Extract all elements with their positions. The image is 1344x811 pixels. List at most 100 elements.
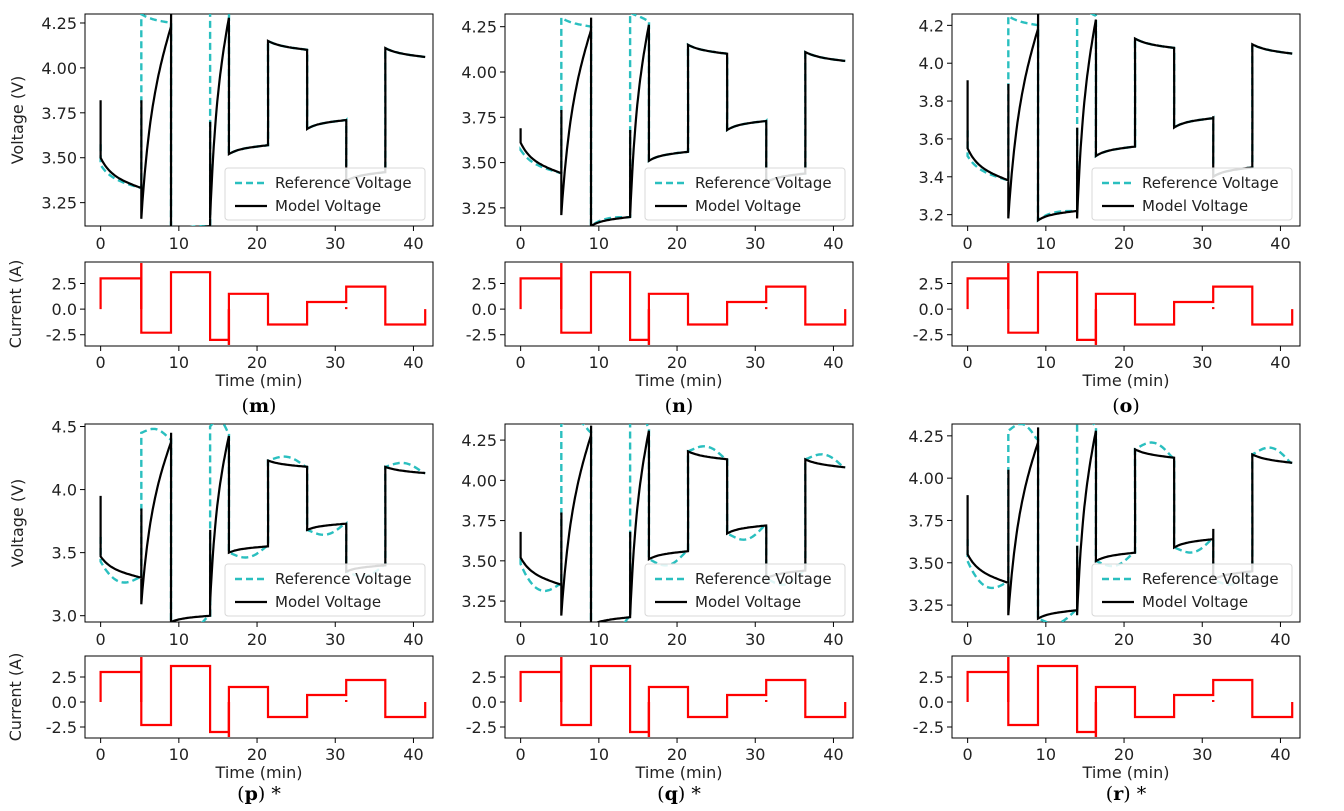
legend-reference-label: Reference Voltage	[1142, 174, 1279, 192]
current-ytick-label: -2.5	[913, 718, 944, 737]
voltage-ytick-label: 4.25	[461, 18, 497, 37]
current-ytick-label: -2.5	[466, 326, 497, 345]
time-xlabel: Time (min)	[215, 371, 303, 390]
voltage-xtick-label: 0	[963, 630, 973, 649]
current-xtick-label: 30	[325, 353, 345, 372]
current-xtick-label: 30	[1192, 353, 1212, 372]
current-ytick-label: 2.5	[919, 275, 944, 294]
voltage-ytick-label: 4.25	[41, 14, 77, 33]
current-ylabel: Current (A)	[6, 653, 25, 742]
voltage-ytick-label: 3.0	[52, 607, 77, 626]
legend-reference-label: Reference Voltage	[275, 570, 412, 588]
legend-model-label: Model Voltage	[695, 197, 801, 215]
legend-reference-label: Reference Voltage	[695, 570, 832, 588]
legend-reference-label: Reference Voltage	[1142, 570, 1279, 588]
current-ytick-label: 0.0	[919, 693, 944, 712]
voltage-axes-frame	[84, 423, 434, 623]
current-xtick-label: 0	[963, 353, 973, 372]
voltage-ytick-label: 4.00	[461, 471, 497, 490]
voltage-xtick-label: 30	[1192, 234, 1212, 253]
voltage-xtick-label: 10	[1036, 234, 1056, 253]
current-xtick-label: 0	[516, 745, 526, 764]
voltage-xtick-label: 20	[247, 630, 267, 649]
voltage-xtick-label: 30	[745, 234, 765, 253]
voltage-ytick-label: 3.50	[461, 154, 497, 173]
panel-caption: (q) *	[657, 783, 701, 805]
current-ytick-label: 0.0	[52, 693, 77, 712]
voltage-ytick-label: 4.5	[52, 418, 77, 437]
voltage-xtick-label: 30	[325, 234, 345, 253]
legend-box	[224, 167, 426, 221]
time-xlabel: Time (min)	[1082, 763, 1170, 782]
legend-box	[644, 563, 846, 617]
voltage-ytick-label: 3.50	[41, 149, 77, 168]
current-axes-frame	[84, 261, 434, 347]
voltage-ytick-label: 3.25	[908, 596, 944, 615]
time-xlabel: Time (min)	[215, 763, 303, 782]
voltage-xtick-label: 20	[667, 630, 687, 649]
voltage-ytick-label: 3.4	[919, 168, 944, 187]
current-xtick-label: 10	[169, 745, 189, 764]
current-xtick-label: 20	[247, 745, 267, 764]
voltage-ylabel: Voltage (V)	[8, 479, 27, 568]
current-xtick-label: 40	[1270, 745, 1290, 764]
time-xlabel: Time (min)	[635, 371, 723, 390]
voltage-xtick-label: 0	[516, 234, 526, 253]
current-xtick-label: 0	[516, 353, 526, 372]
current-xtick-label: 30	[745, 353, 765, 372]
current-xtick-label: 30	[325, 745, 345, 764]
voltage-ytick-label: 4.00	[461, 63, 497, 82]
current-ytick-label: 2.5	[52, 668, 77, 687]
current-ytick-label: 2.5	[472, 275, 497, 294]
panel-caption: (m)	[242, 395, 277, 417]
voltage-xtick-label: 20	[1114, 630, 1134, 649]
voltage-ytick-label: 4.0	[919, 54, 944, 73]
current-axes-frame	[951, 655, 1301, 739]
voltage-xtick-label: 10	[1036, 630, 1056, 649]
current-series	[99, 664, 427, 734]
legend-reference-label: Reference Voltage	[275, 174, 412, 192]
voltage-xtick-label: 30	[745, 630, 765, 649]
voltage-xtick-label: 40	[823, 630, 843, 649]
voltage-xtick-label: 10	[589, 234, 609, 253]
voltage-xtick-label: 20	[667, 234, 687, 253]
voltage-axes-frame	[504, 13, 854, 227]
current-xtick-label: 10	[589, 745, 609, 764]
legend-box	[1091, 563, 1293, 617]
voltage-xtick-label: 0	[96, 630, 106, 649]
legend-reference-label: Reference Voltage	[695, 174, 832, 192]
legend-box	[224, 563, 426, 617]
current-axes-frame	[951, 261, 1301, 347]
voltage-ylabel: Voltage (V)	[8, 76, 27, 165]
voltage-ytick-label: 3.75	[461, 512, 497, 531]
current-xtick-label: 30	[1192, 745, 1212, 764]
panel-o: 3.2 3.4 3.6 3.8 4.0 4.2 0 10 20 30 40 Reference Vol…	[913, 13, 1301, 417]
voltage-ytick-label: 3.5	[52, 544, 77, 563]
voltage-axes-frame	[504, 423, 854, 623]
voltage-xtick-label: 10	[169, 234, 189, 253]
voltage-ytick-label: 4.25	[461, 431, 497, 450]
voltage-ytick-label: 4.0	[52, 481, 77, 500]
voltage-ytick-label: 3.6	[919, 130, 944, 149]
panel-n: 3.25 3.50 3.75 4.00 4.25 0 10 20 30 40 Reference V…	[461, 13, 854, 417]
voltage-axes-frame	[951, 13, 1301, 227]
current-series	[966, 271, 1294, 341]
voltage-xtick-label: 0	[516, 630, 526, 649]
voltage-axes-frame	[84, 13, 434, 227]
voltage-ytick-label: 3.75	[461, 108, 497, 127]
current-ytick-label: 0.0	[472, 300, 497, 319]
current-ytick-label: 2.5	[472, 668, 497, 687]
current-ytick-label: -2.5	[466, 718, 497, 737]
voltage-xtick-label: 30	[1192, 630, 1212, 649]
current-axes-frame	[504, 261, 854, 347]
voltage-ytick-label: 3.8	[919, 92, 944, 111]
voltage-xtick-label: 30	[325, 630, 345, 649]
voltage-xtick-label: 10	[169, 630, 189, 649]
current-xtick-label: 0	[963, 745, 973, 764]
legend-model-label: Model Voltage	[695, 593, 801, 611]
voltage-xtick-label: 0	[963, 234, 973, 253]
panel-m: 3.25 3.50 3.75 4.00 4.25 0 10 20 30 40 Voltage (V)…	[6, 13, 434, 417]
panel-caption: (r) *	[1106, 783, 1147, 805]
legend-box	[644, 167, 846, 221]
current-ylabel: Current (A)	[6, 260, 25, 349]
